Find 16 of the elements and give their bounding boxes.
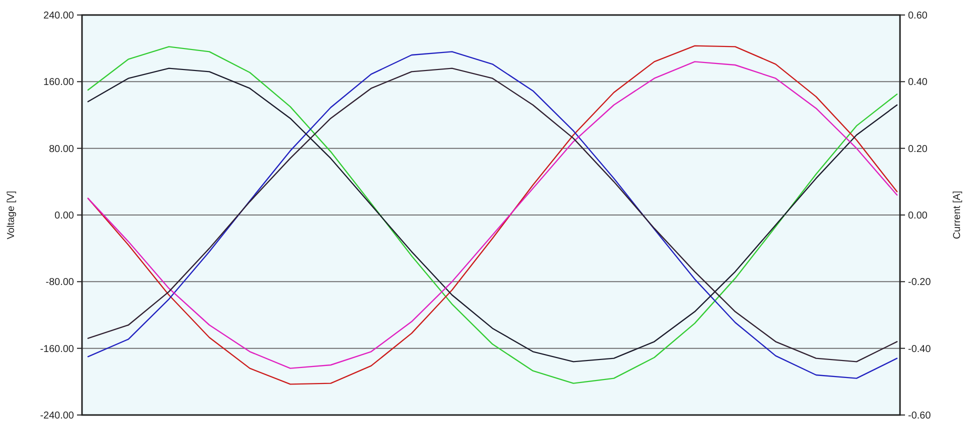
y2-tick-label: -0.40 [908, 344, 932, 355]
y2-tick-label: 0.40 [908, 77, 928, 88]
y2-tick-label: -0.60 [908, 410, 932, 422]
y-tick-label: 80.00 [48, 144, 74, 155]
y-tick-label: 240.00 [43, 10, 74, 22]
y-tick-label: -160.00 [40, 344, 74, 355]
y2-tick-label: 0.60 [908, 10, 928, 22]
y-tick-label: -240.00 [40, 410, 74, 422]
y2-tick-label: -0.20 [908, 277, 932, 288]
y-tick-label: 160.00 [43, 77, 74, 88]
y2-tick-label: 0.20 [908, 144, 928, 155]
y2-tick-label: 0.00 [908, 210, 928, 222]
y-axis-title: Voltage [V] [6, 190, 17, 240]
y-tick-label: -80.00 [46, 277, 74, 288]
y2-axis-title: Current [A] [952, 190, 963, 240]
y-tick-label: 0.00 [54, 210, 74, 222]
